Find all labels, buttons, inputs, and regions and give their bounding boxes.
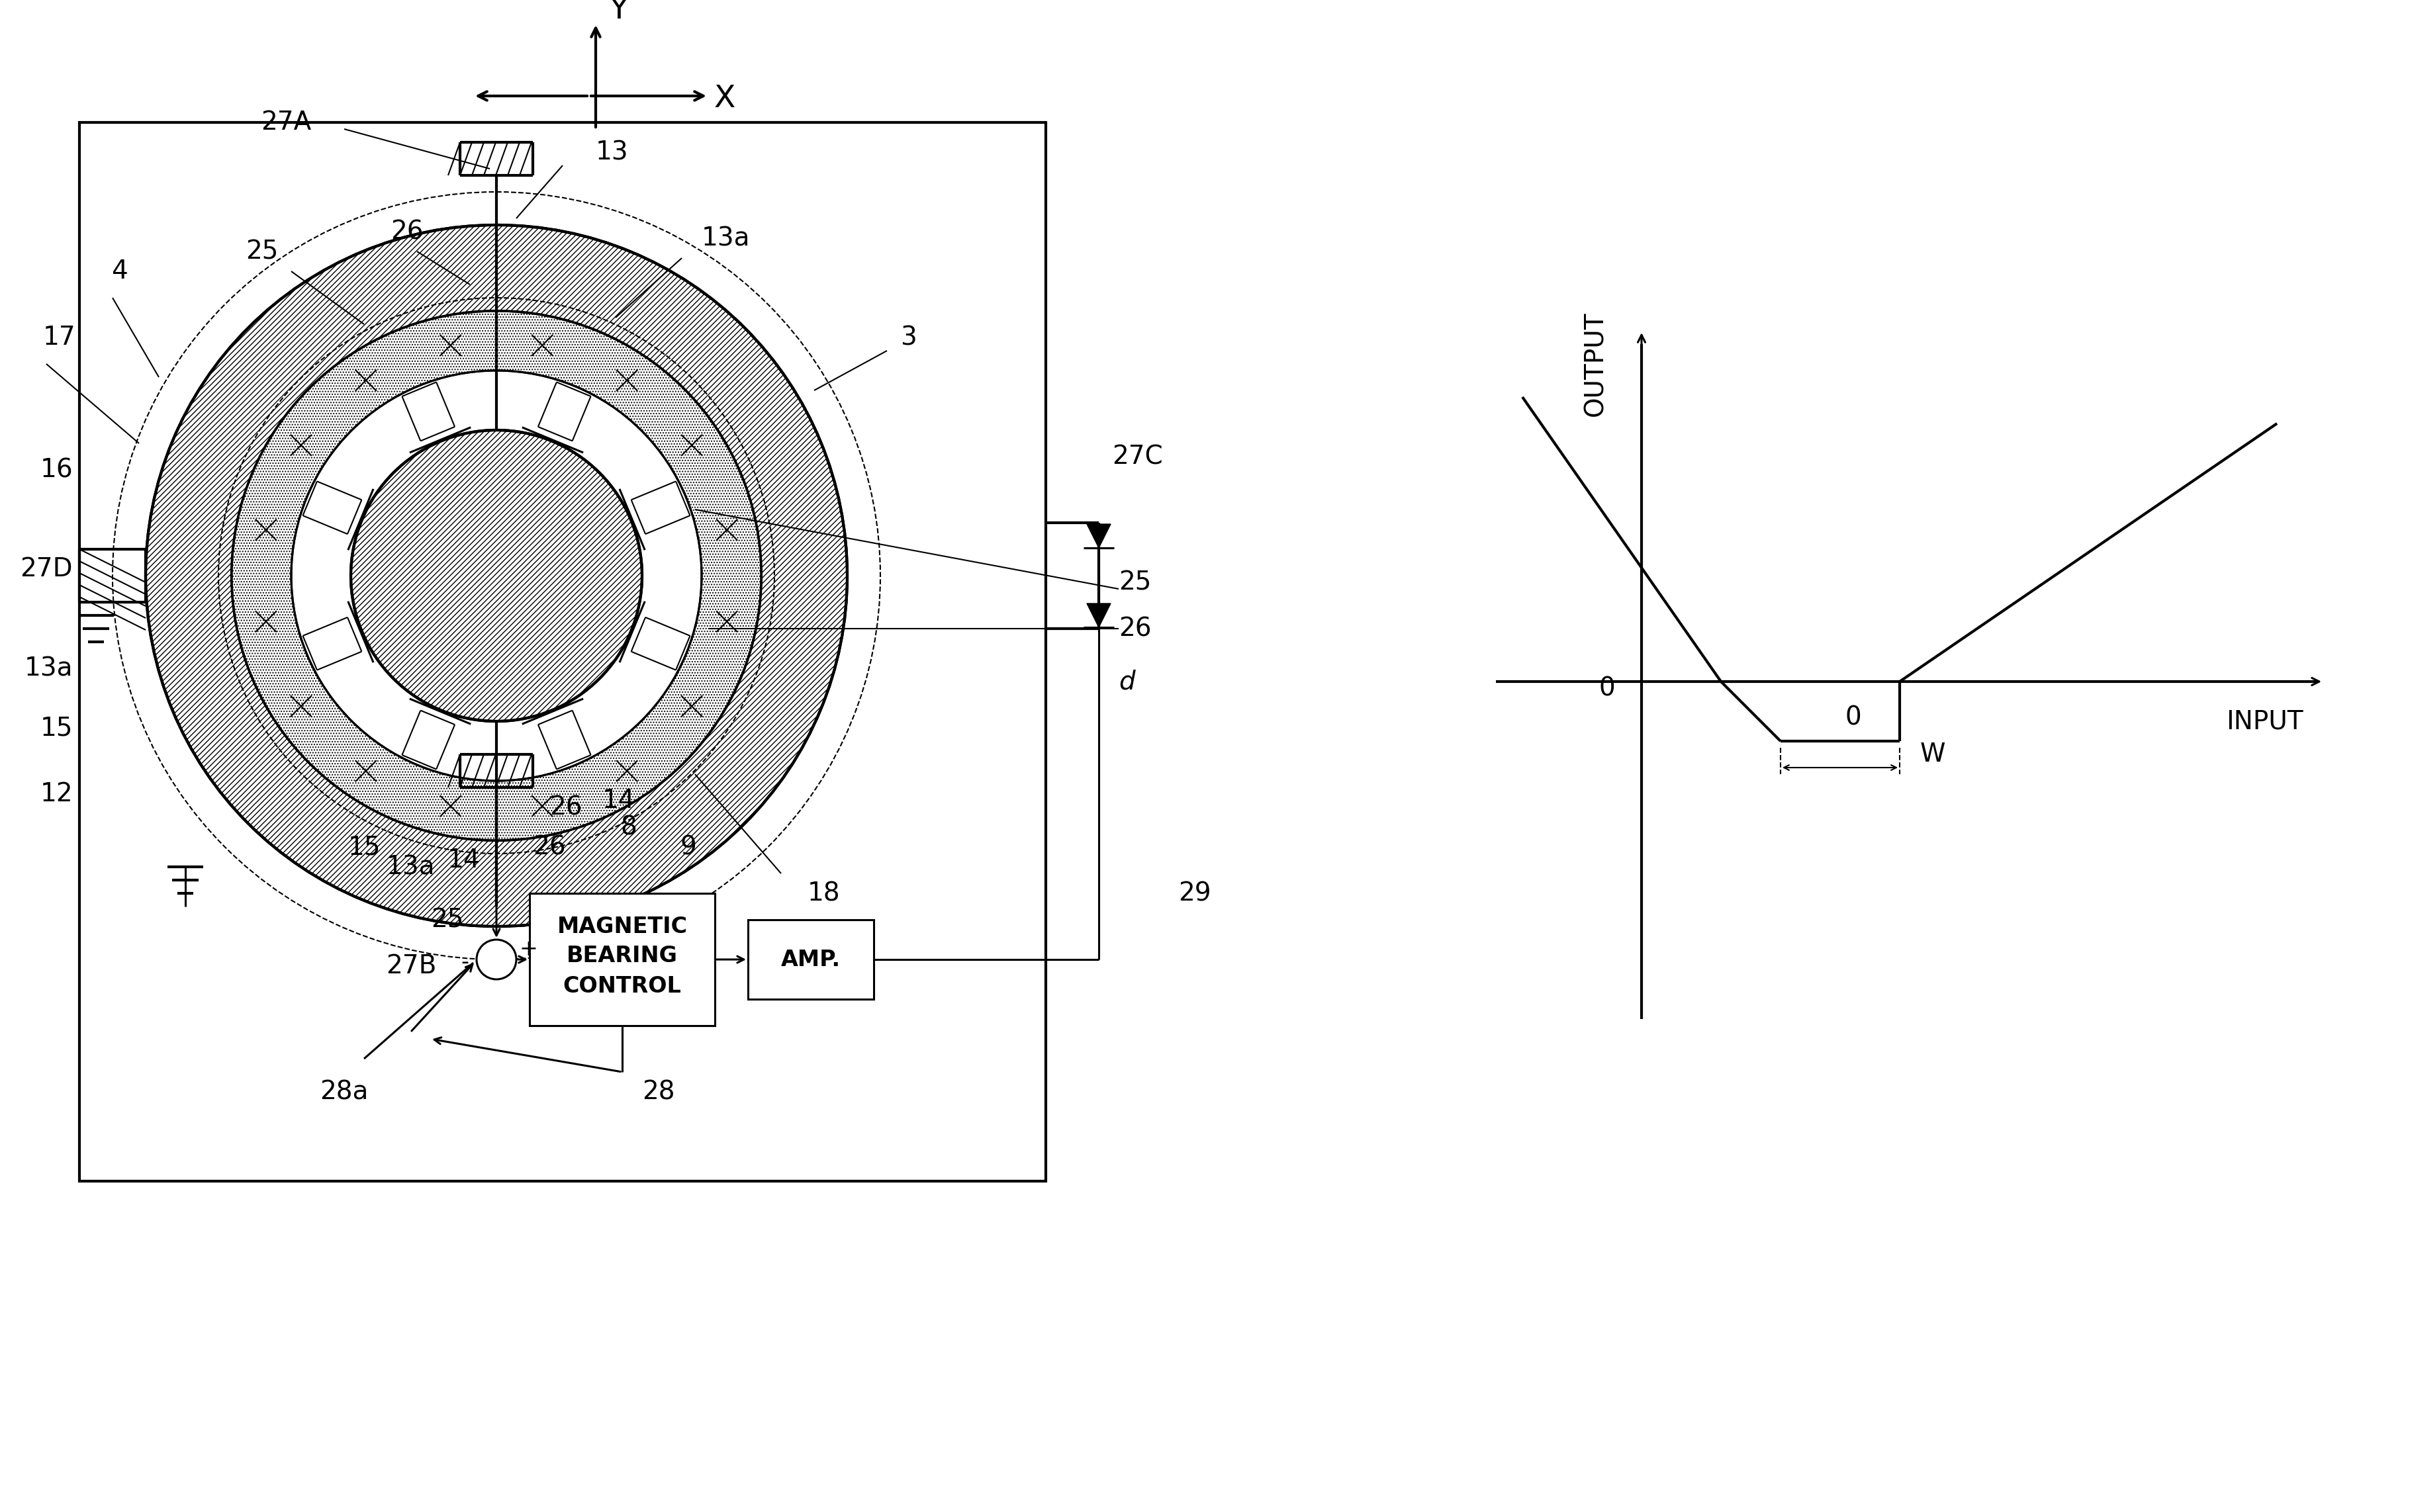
Text: 8: 8 (620, 815, 637, 839)
Text: 14: 14 (603, 788, 634, 813)
Text: X: X (714, 85, 736, 113)
Text: -: - (461, 953, 468, 974)
Text: 26: 26 (391, 219, 425, 243)
Text: 26: 26 (533, 835, 567, 859)
Text: AMP.: AMP. (781, 948, 842, 971)
Text: 12: 12 (41, 782, 72, 806)
Text: CONTROL: CONTROL (562, 975, 683, 996)
Text: 0: 0 (1845, 706, 1862, 730)
Text: 25: 25 (432, 907, 463, 933)
Text: INPUT: INPUT (2226, 709, 2303, 733)
Text: 27A: 27A (260, 110, 311, 135)
Text: 18: 18 (808, 880, 839, 906)
Text: 28a: 28a (321, 1080, 369, 1104)
Text: 16: 16 (41, 457, 72, 482)
Text: 28: 28 (642, 1080, 675, 1104)
Text: 13: 13 (596, 139, 630, 165)
Bar (80, 122, 1047, 1181)
Bar (531, 894, 714, 1025)
Text: 15: 15 (41, 715, 72, 741)
Text: 29: 29 (1177, 880, 1211, 906)
Text: 25: 25 (246, 239, 277, 265)
Text: W: W (1920, 742, 1946, 767)
Text: Y: Y (610, 0, 630, 24)
Text: 9: 9 (680, 835, 697, 859)
Text: BEARING: BEARING (567, 945, 678, 968)
Polygon shape (1088, 603, 1110, 627)
Circle shape (478, 939, 516, 980)
Text: 14: 14 (446, 848, 480, 872)
Text: 13a: 13a (702, 225, 750, 251)
Wedge shape (232, 311, 762, 841)
Text: 0: 0 (1599, 676, 1616, 700)
Wedge shape (145, 225, 847, 927)
Text: MAGNETIC: MAGNETIC (557, 915, 687, 937)
Text: 4: 4 (111, 259, 128, 284)
Text: +: + (519, 939, 538, 960)
Text: OUTPUT: OUTPUT (1582, 311, 1609, 416)
Text: 26: 26 (550, 795, 581, 820)
Text: 27C: 27C (1112, 445, 1163, 469)
Bar (748, 919, 873, 999)
Text: 13a: 13a (386, 854, 434, 880)
Text: 27B: 27B (386, 954, 437, 978)
Text: 17: 17 (43, 325, 77, 351)
Text: 26: 26 (1119, 615, 1151, 641)
Text: 25: 25 (1119, 570, 1151, 594)
Text: 3: 3 (900, 325, 917, 351)
Text: 27D: 27D (19, 556, 72, 582)
Text: 15: 15 (347, 835, 381, 859)
Text: 13a: 13a (24, 656, 72, 680)
Circle shape (350, 429, 642, 721)
Text: d: d (1119, 668, 1136, 694)
Polygon shape (1088, 525, 1110, 547)
